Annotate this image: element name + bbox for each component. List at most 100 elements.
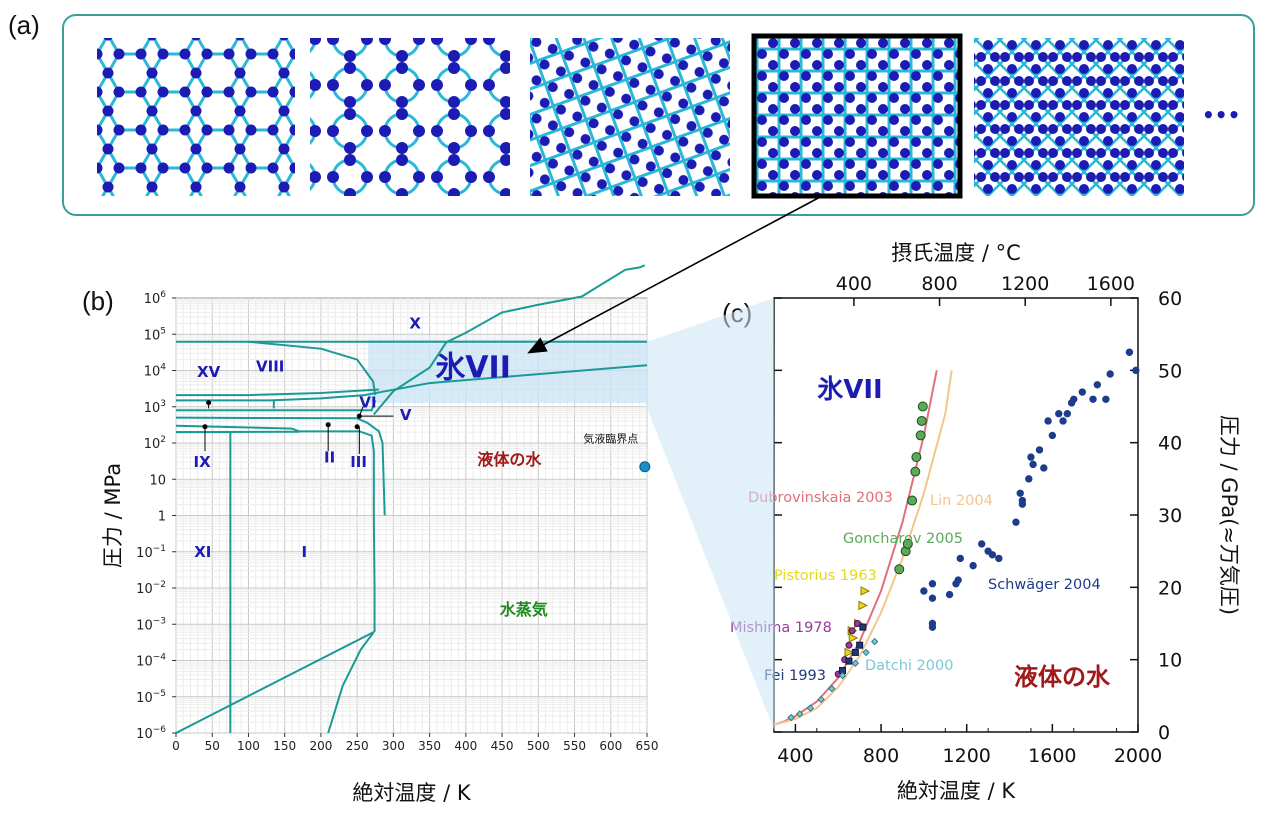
phase-label: I [301,543,307,561]
y-tick-label: 10−4 [136,653,166,670]
phase-label: V [400,406,412,424]
callout-arrow [527,195,823,354]
y-axis-title: 圧力 / MPa [101,463,125,568]
data-point [848,627,856,635]
x-tick-label: 350 [418,739,441,753]
y-tick-label: 10 [149,473,166,488]
phase-boundary-line [176,400,377,412]
vaporization-line [373,264,646,416]
data-point [1035,446,1044,454]
x-tick-label: 100 [237,739,260,753]
data-point [1029,460,1037,469]
ice-vii-structure-image [751,33,963,199]
y-tick-label: 10−1 [136,544,166,561]
panel-b-letter: (b) [82,286,114,316]
data-point [907,495,918,506]
data-point [977,540,986,548]
y-tick-label: 0 [1158,722,1170,744]
data-point [848,633,859,643]
data-point [928,594,937,602]
x-tick-label: 0 [172,739,180,753]
data-point [1125,348,1134,356]
y-axis-title: 圧力 / GPa(≈万気圧) [1217,415,1241,615]
data-point [1055,410,1063,418]
data-point [1132,366,1140,375]
data-point [910,466,921,477]
phase-label: 液体の水 [477,450,542,469]
data-point [915,430,926,441]
more-ellipsis: ••• [1202,103,1240,127]
data-point [1078,388,1087,396]
series-label: Pistorius 1963 [774,568,877,584]
data-point [1018,500,1027,508]
region-label-liquid: 液体の水 [1014,663,1111,691]
y-tick-label: 40 [1158,433,1182,455]
x-tick-label: 200 [309,739,332,753]
phase-label: VIII [256,357,284,375]
data-point [870,637,879,646]
data-point [1059,417,1067,425]
data-point [902,538,913,549]
ice-dense-structure-image [530,38,730,196]
phase-label: IX [194,453,212,471]
data-point [928,580,937,588]
top-x-tick-label: 1600 [1087,273,1135,295]
x-tick-label: 400 [454,739,477,753]
y-tick-label: 10−6 [136,725,166,742]
phase-boundary-line [176,388,379,397]
data-point [845,641,853,649]
series-label: Datchi 2000 [865,658,953,674]
phase-label: XI [194,543,211,561]
data-point [787,713,795,722]
data-point [862,648,870,657]
top-axis-title: 摂氏温度 / °C [891,241,1021,265]
zoom-wedge [647,298,775,732]
data-point [945,590,954,599]
phase-label: 気液臨界点 [583,432,638,446]
y-tick-label: 10−3 [136,616,166,633]
x-tick-label: 300 [382,739,405,753]
data-point [854,620,862,627]
y-tick-label: 104 [144,363,167,380]
data-point [845,657,853,665]
panel-a-letter: (a) [8,10,40,40]
data-point [920,587,928,595]
phase-boundary-line [175,631,375,734]
ice-ih-structure-image [97,38,295,196]
top-x-tick-label: 1200 [1001,273,1049,295]
data-point [988,551,997,559]
triple-point-marker [354,424,360,430]
x-axis-title: 絶対温度 / K [897,779,1016,803]
x-tick-label: 800 [863,745,899,767]
critical-point-marker [639,461,651,473]
data-point [1025,475,1033,483]
x-tick-label: 450 [491,739,514,753]
data-point [916,415,927,426]
phase-label: XV [197,363,221,381]
data-point [954,576,962,584]
series-label: Schwäger 2004 [988,577,1101,593]
data-point [806,704,815,712]
x-tick-label: 400 [777,745,813,767]
phase-label: X [409,314,421,332]
x-tick-label: 2000 [1114,745,1162,767]
data-point [928,623,937,631]
plot-frame [773,297,1139,733]
y-tick-label: 105 [144,326,166,343]
data-point [1102,395,1110,403]
phase-boundary-line [176,364,648,402]
series-label: Lin 2004 [930,493,993,509]
y-tick-label: 60 [1158,288,1182,310]
phase-label: II [324,448,335,466]
x-tick-label: 650 [636,739,659,753]
data-point [1040,464,1048,472]
phase-label: III [350,453,367,471]
y-tick-label: 30 [1158,505,1182,527]
data-point [911,452,922,463]
data-point [1063,410,1072,418]
data-point [1027,453,1035,461]
x-axis-title: 絶対温度 / K [352,781,471,805]
data-point [1048,431,1057,440]
